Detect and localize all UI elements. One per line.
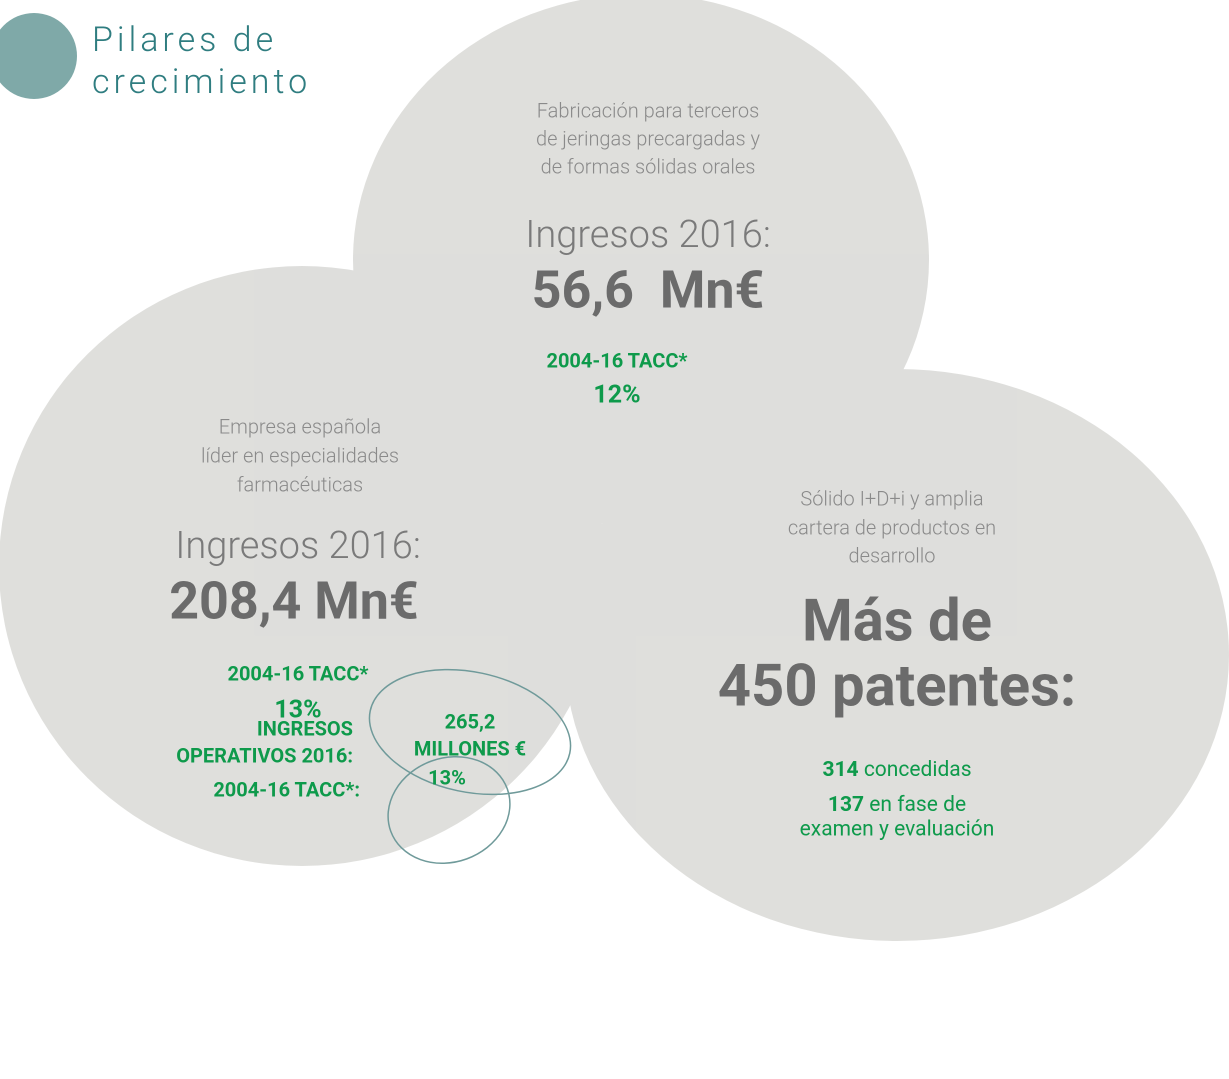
revenue-label: Ingresos 2016:	[175, 524, 421, 568]
description: líder en especialidades	[201, 443, 399, 467]
total-value: 265,2	[445, 709, 496, 733]
total-value: MILLONES €	[414, 736, 526, 760]
total-cagr: 13%	[428, 765, 466, 789]
pending-text: examen y evaluación	[800, 818, 995, 842]
pending: 137 en fase de	[828, 793, 966, 817]
description: cartera de productos en	[788, 515, 996, 539]
cagr-label: 2004-16 TACC*	[546, 348, 687, 372]
title-line: crecimiento	[92, 62, 311, 102]
total-label: INGRESOS	[257, 716, 353, 740]
pillar-circle	[565, 369, 1229, 941]
circles	[0, 0, 1229, 941]
title-line: Pilares de	[92, 20, 277, 60]
total-cagr-label: 2004-16 TACC*:	[213, 777, 360, 801]
granted: 314 concedidas	[822, 758, 971, 782]
headline: 450 patentes:	[718, 652, 1076, 720]
description: farmacéuticas	[237, 472, 363, 496]
revenue: 56,6 Mn€	[532, 260, 765, 321]
title-dot	[0, 13, 77, 99]
pending-text: en fase de	[869, 793, 966, 817]
description: de jeringas precargadas y	[536, 126, 761, 150]
granted-text: concedidas	[864, 758, 972, 782]
total-label: OPERATIVOS 2016:	[176, 743, 353, 767]
description: Fabricación para terceros	[537, 98, 760, 122]
description: Sólido I+D+i y amplia	[800, 486, 983, 510]
pending-number: 137	[828, 793, 864, 817]
outline-ellipse	[368, 668, 572, 796]
description: desarrollo	[848, 543, 935, 567]
granted-number: 314	[822, 758, 858, 782]
description: Empresa española	[219, 414, 382, 438]
description: de formas sólidas orales	[541, 154, 756, 178]
revenue-label: Ingresos 2016:	[525, 213, 771, 257]
revenue: 208,4 Mn€	[169, 571, 419, 632]
outline-ellipse	[387, 755, 511, 865]
pillar-circle	[0, 266, 605, 866]
cagr: 12%	[593, 381, 640, 410]
headline: Más de	[802, 587, 992, 655]
cagr: 13%	[274, 696, 321, 725]
cagr-label: 2004-16 TACC*	[227, 661, 368, 685]
